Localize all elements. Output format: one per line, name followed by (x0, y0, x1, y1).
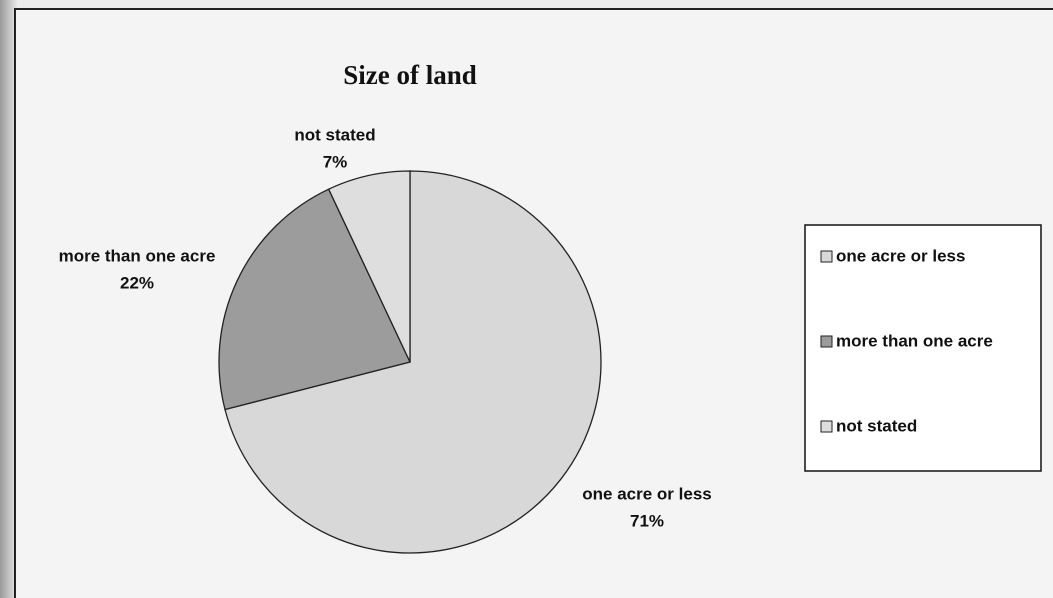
legend-label: one acre or less (836, 246, 965, 265)
slice-label: one acre or less (582, 484, 711, 503)
legend-swatch (820, 335, 833, 348)
pie-slice (218, 188, 411, 411)
slice-value-label: 71% (630, 511, 664, 530)
legend-label: more than one acre (836, 331, 993, 350)
legend-swatch (820, 250, 833, 263)
pie-slice (224, 170, 602, 554)
legend (804, 224, 1042, 472)
legend-swatch (820, 420, 833, 433)
legend-label: not stated (836, 416, 917, 435)
pie-slice (327, 170, 411, 363)
slice-value-label: 22% (120, 273, 154, 292)
slice-label: more than one acre (59, 246, 216, 265)
slice-label: not stated (294, 125, 375, 144)
slice-value-label: 7% (323, 152, 348, 171)
chart-title: Size of land (343, 60, 477, 90)
scan-edge (0, 0, 18, 598)
